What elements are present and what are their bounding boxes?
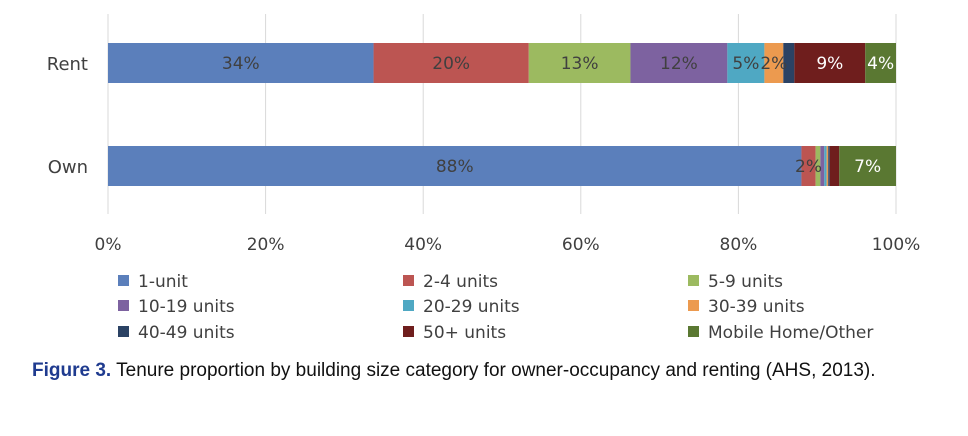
data-label: 5% [732, 54, 759, 74]
legend-label: 2-4 units [423, 272, 498, 292]
data-label: 12% [660, 54, 698, 74]
bar-segment [829, 146, 840, 186]
data-label: 13% [561, 54, 599, 74]
legend-swatch [403, 275, 414, 286]
legend-label: 10-19 units [138, 297, 235, 317]
bar-segment [828, 146, 830, 186]
figure-caption: Figure 3. Tenure proportion by building … [32, 358, 936, 384]
bar-segment [783, 43, 795, 83]
bar-segment [727, 43, 765, 83]
category-label: Own [48, 157, 88, 178]
x-tick-label: 60% [562, 235, 600, 255]
legend-label: 5-9 units [708, 272, 783, 292]
legend-swatch [118, 326, 129, 337]
data-label: 4% [867, 54, 894, 74]
bar-segment [794, 43, 866, 83]
legend-label: 50+ units [423, 323, 506, 343]
bar-segment [108, 146, 802, 186]
legend-swatch [118, 275, 129, 286]
legend-label: 40-49 units [138, 323, 235, 343]
x-tick-label: 20% [247, 235, 285, 255]
data-label: 7% [854, 157, 881, 177]
legend-swatch [688, 300, 699, 311]
legend-swatch [688, 326, 699, 337]
data-label: 34% [222, 54, 260, 74]
legend-swatch [403, 300, 414, 311]
stacked-bar-chart: 0% 20% 40% 60% 80% 100%34% 20% 13% 12% 5% 2% 9% 4%Re… [47, 14, 921, 343]
x-tick-label: 0% [95, 235, 122, 255]
x-tick-label: 100% [872, 235, 921, 255]
bar-segment [839, 146, 896, 186]
data-label: 88% [436, 157, 474, 177]
bar-segment [630, 43, 728, 83]
legend-swatch [118, 300, 129, 311]
bar-segment [824, 146, 827, 186]
legend-label: 30-39 units [708, 297, 805, 317]
category-label: Rent [47, 54, 88, 75]
legend-label: 20-29 units [423, 297, 520, 317]
x-tick-label: 40% [404, 235, 442, 255]
x-tick-label: 80% [720, 235, 758, 255]
bar-segment [764, 43, 784, 83]
data-label: 2% [760, 54, 787, 74]
data-label: 9% [816, 54, 843, 74]
bar-segment [826, 146, 829, 186]
bar-segment [801, 146, 816, 186]
bar-segment [815, 146, 821, 186]
legend-label: 1-unit [138, 272, 188, 292]
legend-swatch [688, 275, 699, 286]
bar-segment [108, 43, 374, 83]
bar-segment [820, 146, 825, 186]
bar-segment [865, 43, 896, 83]
bar-segment [373, 43, 529, 83]
data-label: 2% [795, 157, 822, 177]
legend-swatch [403, 326, 414, 337]
legend-label: Mobile Home/Other [708, 323, 873, 343]
bar-segment [528, 43, 631, 83]
caption-text: Tenure proportion by building size categ… [116, 360, 876, 381]
figure-label: Figure 3. [32, 360, 112, 381]
data-label: 20% [432, 54, 470, 74]
